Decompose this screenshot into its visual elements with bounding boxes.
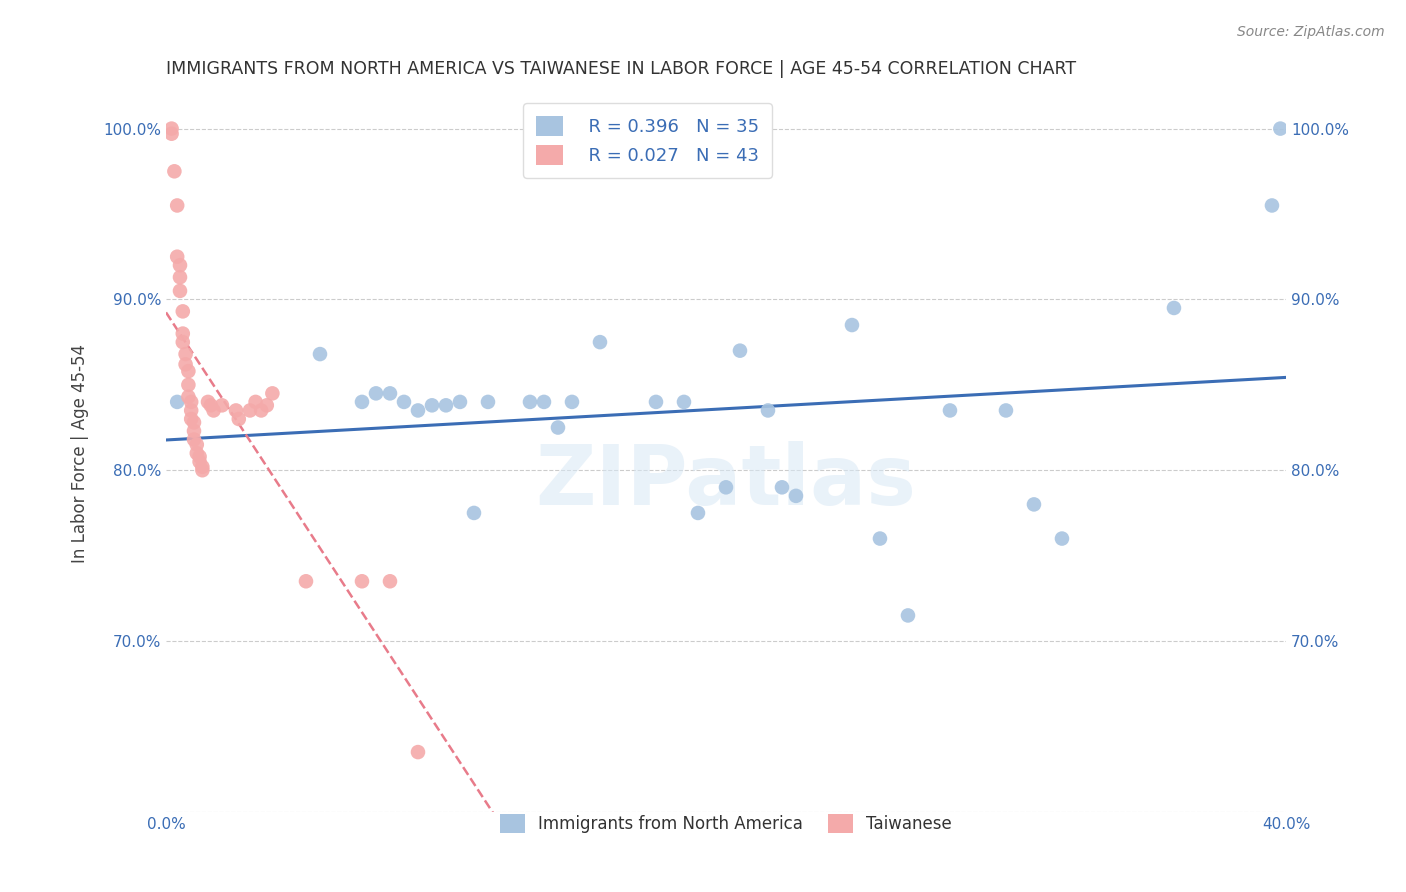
Point <box>897 608 920 623</box>
Point <box>228 412 250 426</box>
Point <box>309 347 332 361</box>
Point <box>939 403 962 417</box>
Point <box>533 395 555 409</box>
Point <box>188 455 211 469</box>
Point <box>186 446 208 460</box>
Point <box>169 284 191 298</box>
Point <box>686 506 709 520</box>
Point <box>841 318 863 332</box>
Point <box>186 437 208 451</box>
Point <box>756 403 779 417</box>
Point <box>183 433 205 447</box>
Y-axis label: In Labor Force | Age 45-54: In Labor Force | Age 45-54 <box>72 343 89 563</box>
Point <box>869 532 891 546</box>
Point <box>177 377 200 392</box>
Point <box>163 164 186 178</box>
Point <box>1261 198 1284 212</box>
Point <box>350 574 373 589</box>
Point <box>174 357 197 371</box>
Point <box>200 398 222 412</box>
Point <box>378 574 401 589</box>
Point <box>519 395 541 409</box>
Point <box>177 364 200 378</box>
Point <box>994 403 1017 417</box>
Point <box>172 304 194 318</box>
Point <box>169 270 191 285</box>
Point <box>645 395 668 409</box>
Point <box>245 395 267 409</box>
Point <box>785 489 807 503</box>
Text: ZIPatlas: ZIPatlas <box>536 442 917 523</box>
Point <box>672 395 695 409</box>
Point <box>183 424 205 438</box>
Point <box>561 395 583 409</box>
Point <box>463 506 485 520</box>
Point <box>166 250 188 264</box>
Point <box>406 403 429 417</box>
Point <box>211 398 233 412</box>
Point <box>378 386 401 401</box>
Point <box>364 386 387 401</box>
Point <box>250 403 273 417</box>
Point <box>239 403 262 417</box>
Text: Source: ZipAtlas.com: Source: ZipAtlas.com <box>1237 25 1385 39</box>
Legend: Immigrants from North America, Taiwanese: Immigrants from North America, Taiwanese <box>489 805 962 843</box>
Point <box>160 127 183 141</box>
Point <box>477 395 499 409</box>
Point <box>166 198 188 212</box>
Point <box>256 398 278 412</box>
Point <box>1022 497 1045 511</box>
Point <box>589 335 612 350</box>
Point <box>197 395 219 409</box>
Point <box>174 347 197 361</box>
Point <box>177 390 200 404</box>
Point <box>180 403 202 417</box>
Point <box>714 480 737 494</box>
Point <box>262 386 284 401</box>
Point <box>180 395 202 409</box>
Point <box>434 398 457 412</box>
Point <box>449 395 471 409</box>
Point <box>169 258 191 272</box>
Point <box>172 326 194 341</box>
Point <box>770 480 793 494</box>
Point <box>191 459 214 474</box>
Point <box>183 416 205 430</box>
Point <box>180 412 202 426</box>
Point <box>166 395 188 409</box>
Point <box>1163 301 1185 315</box>
Point <box>392 395 415 409</box>
Point <box>188 450 211 464</box>
Point <box>295 574 318 589</box>
Point <box>225 403 247 417</box>
Point <box>728 343 751 358</box>
Point <box>191 463 214 477</box>
Point <box>350 395 373 409</box>
Point <box>1270 121 1292 136</box>
Point <box>202 403 225 417</box>
Point <box>160 121 183 136</box>
Point <box>547 420 569 434</box>
Point <box>1050 532 1073 546</box>
Point <box>172 335 194 350</box>
Point <box>406 745 429 759</box>
Point <box>420 398 443 412</box>
Text: IMMIGRANTS FROM NORTH AMERICA VS TAIWANESE IN LABOR FORCE | AGE 45-54 CORRELATIO: IMMIGRANTS FROM NORTH AMERICA VS TAIWANE… <box>166 60 1076 78</box>
